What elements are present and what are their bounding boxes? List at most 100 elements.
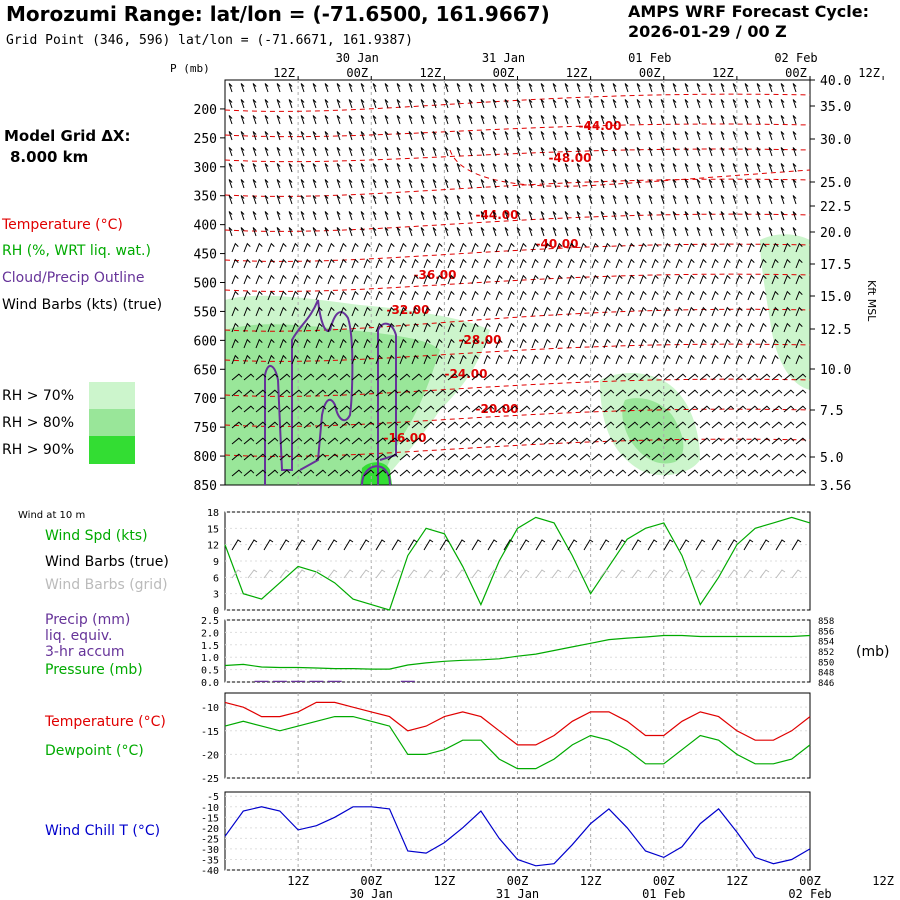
wind-barb	[768, 195, 773, 205]
wind-barb	[363, 338, 371, 349]
wind-barb	[303, 290, 311, 301]
wind-barb	[747, 469, 759, 477]
pressure-tick-label: 750	[194, 421, 217, 436]
wind-barb	[771, 274, 779, 285]
wind-barb	[576, 211, 581, 221]
chart-title: Morozumi Range: lat/lon = (-71.6500, 161…	[6, 2, 550, 26]
wind-barb	[399, 453, 411, 461]
surface-grid-barb	[759, 569, 770, 579]
windchill-panel-ytick-label: -35	[201, 855, 219, 866]
wind-barb	[483, 373, 495, 381]
wind-barb	[660, 83, 665, 93]
wind-barb	[264, 115, 269, 125]
wind-barb	[663, 373, 675, 381]
wind-barb	[612, 179, 617, 189]
wind-barb	[435, 338, 443, 349]
wind-barb	[708, 195, 713, 205]
wind-barb	[327, 290, 335, 301]
wind-barb	[519, 405, 531, 413]
wind-barb	[744, 163, 749, 173]
height-tick-label: 7.5	[820, 404, 843, 419]
surface-wind-barb	[231, 539, 242, 551]
surface-grid-barb	[343, 569, 354, 579]
wind-barb	[648, 179, 653, 189]
wind-barb	[555, 354, 563, 365]
wind-barb	[579, 338, 587, 349]
wind-barb	[360, 211, 365, 221]
wind-barb	[591, 453, 603, 461]
wind-barb	[636, 211, 641, 221]
wind-barb	[639, 306, 647, 317]
wind-barb	[492, 179, 497, 189]
wind-barb	[519, 354, 527, 365]
wind-barb	[639, 469, 651, 477]
wind-barb	[375, 469, 387, 477]
wind-barb	[459, 405, 471, 413]
wind-barb	[495, 322, 503, 333]
wind-barb	[783, 373, 795, 381]
wind-barb	[228, 131, 233, 141]
surface-grid-barb	[519, 569, 530, 579]
wind-barb	[315, 354, 323, 365]
wind-barb	[303, 437, 315, 445]
wind-barb	[564, 83, 569, 93]
wind-barb	[324, 99, 329, 109]
pressure-ytick-label: 856	[818, 627, 834, 637]
wind-barb	[780, 99, 785, 109]
wind-barb	[744, 195, 749, 205]
wind-barb	[384, 147, 389, 157]
surface-grid-barb	[263, 569, 274, 579]
surface-wind-barb	[647, 539, 658, 551]
wind-barb	[288, 179, 293, 189]
wind-barb	[531, 258, 539, 269]
wind-barb	[684, 211, 689, 221]
wind-barb	[672, 83, 677, 93]
wind-barb	[363, 421, 375, 429]
wind-barb	[399, 405, 411, 413]
wind-barb	[579, 354, 587, 365]
wind-barb	[240, 147, 245, 157]
wind-barb	[351, 469, 363, 477]
wind-barb	[792, 99, 797, 109]
surface-wind-barb	[439, 539, 450, 551]
wind-barb	[387, 405, 399, 413]
wind-barb	[567, 453, 579, 461]
wind-barb	[339, 322, 347, 333]
wind-barb	[735, 290, 743, 301]
wind-barb	[732, 131, 737, 141]
wind-barb	[615, 242, 623, 253]
wind-barb	[663, 338, 671, 349]
top-hour-label: 12Z	[566, 66, 588, 80]
wind-barb	[579, 421, 591, 429]
wind-barb	[627, 469, 639, 477]
wind-barb	[339, 405, 351, 413]
wind-barb	[579, 437, 591, 445]
wind-barb	[723, 242, 731, 253]
wind-panel-ytick-label: 0	[213, 606, 219, 617]
wind-barb	[795, 290, 803, 301]
wind-barb	[459, 373, 471, 381]
wind-barb	[603, 242, 611, 253]
wind-barb	[492, 163, 497, 173]
wind-barb	[663, 469, 675, 477]
wind-barb	[267, 421, 279, 429]
pressure-tick-label: 600	[194, 334, 217, 349]
wind-barb	[375, 354, 383, 365]
wind-barb	[627, 242, 635, 253]
chart-subtitle: Grid Point (346, 596) lat/lon = (-71.667…	[6, 33, 413, 48]
wind-barb	[687, 242, 695, 253]
wind-barb	[699, 290, 707, 301]
wind-barb	[432, 211, 437, 221]
wind-barb	[507, 274, 515, 285]
temperature-contour	[224, 308, 811, 332]
wind-barb	[552, 179, 557, 189]
height-tick-label: 22.5	[820, 200, 851, 215]
wind-barb	[543, 242, 551, 253]
wind-barb	[276, 99, 281, 109]
rh-region	[225, 324, 440, 485]
wind-barb	[660, 147, 665, 157]
wind-barb	[531, 389, 543, 397]
wind-barb	[552, 163, 557, 173]
wind-barb	[663, 405, 675, 413]
wind-barb	[603, 274, 611, 285]
